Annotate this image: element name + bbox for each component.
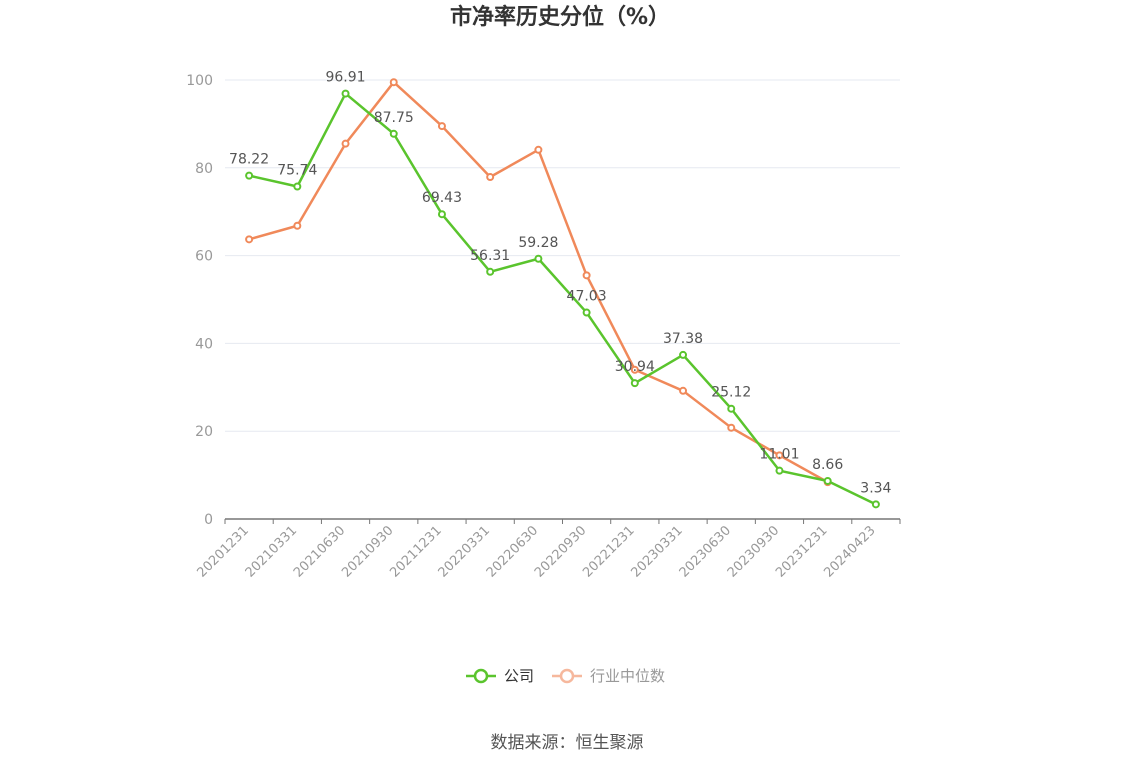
data-label: 30.94	[615, 359, 655, 375]
series-point-1[interactable]	[534, 145, 543, 154]
series-point-0[interactable]	[437, 210, 446, 219]
legend-marker	[473, 668, 489, 684]
x-tick-label: 20230331	[628, 523, 685, 580]
chart-title: 市净率历史分位（%）	[450, 4, 670, 30]
series-point-1[interactable]	[775, 451, 784, 460]
legend[interactable]: 公司 行业中位数	[466, 667, 665, 685]
series-point-1[interactable]	[389, 78, 398, 87]
data-label: 87.75	[374, 110, 414, 126]
series-point-1[interactable]	[341, 139, 350, 148]
y-tick-label: 40	[195, 336, 213, 352]
legend-marker	[559, 668, 575, 684]
x-tick-label: 20221231	[580, 523, 637, 580]
series-point-0[interactable]	[245, 171, 254, 180]
data-label: 96.91	[325, 70, 365, 86]
x-tick-label: 20201231	[195, 523, 252, 580]
series-point-1[interactable]	[630, 365, 639, 374]
x-tick-label: 20210331	[243, 523, 300, 580]
series-point-1[interactable]	[727, 423, 736, 432]
y-tick-label: 80	[195, 161, 213, 177]
data-label: 3.34	[860, 480, 891, 496]
y-tick-label: 0	[204, 512, 213, 528]
series-point-0[interactable]	[871, 500, 880, 509]
data-label: 59.28	[518, 235, 558, 251]
y-tick-label: 60	[195, 249, 213, 265]
data-label: 11.01	[759, 447, 799, 463]
series-point-0[interactable]	[679, 350, 688, 359]
data-label: 69.43	[422, 190, 462, 206]
data-label: 78.22	[229, 152, 269, 168]
series-point-0[interactable]	[823, 476, 832, 485]
series-point-0[interactable]	[341, 89, 350, 98]
series-point-0[interactable]	[389, 129, 398, 138]
data-label: 47.03	[567, 289, 607, 305]
x-tick-label: 20210630	[291, 523, 348, 580]
legend-item-1[interactable]: 行业中位数	[552, 667, 665, 685]
data-label: 37.38	[663, 331, 703, 347]
series-layer	[245, 78, 880, 509]
axes: 0204060801002020123120210331202106302021…	[186, 73, 901, 581]
series-point-1[interactable]	[679, 386, 688, 395]
series-point-1[interactable]	[437, 122, 446, 131]
x-tick-label: 20240423	[821, 523, 878, 580]
data-label: 75.74	[277, 163, 317, 179]
series-point-0[interactable]	[486, 267, 495, 276]
x-tick-label: 20220930	[532, 523, 589, 580]
x-tick-label: 20211231	[387, 523, 444, 580]
legend-item-0[interactable]: 公司	[466, 667, 534, 685]
series-point-1[interactable]	[245, 235, 254, 244]
series-point-0[interactable]	[630, 379, 639, 388]
x-tick-label: 20220630	[484, 523, 541, 580]
series-point-0[interactable]	[534, 254, 543, 263]
x-tick-label: 20220331	[436, 523, 493, 580]
legend-label: 行业中位数	[590, 667, 665, 685]
data-label: 25.12	[711, 385, 751, 401]
series-line-0	[248, 92, 877, 506]
series-point-1[interactable]	[582, 271, 591, 280]
series-point-0[interactable]	[775, 466, 784, 475]
x-tick-label: 20230930	[725, 523, 782, 580]
grid	[225, 79, 900, 432]
series-point-0[interactable]	[727, 404, 736, 413]
data-labels: 78.22 75.74 96.91 87.75 69.43 56.31 59.28 47.03…	[229, 70, 892, 497]
x-tick-label: 20230630	[677, 523, 734, 580]
legend-label: 公司	[504, 667, 534, 685]
series-point-1[interactable]	[486, 173, 495, 182]
series-point-0[interactable]	[293, 182, 302, 191]
series-point-1[interactable]	[293, 221, 302, 230]
x-tick-label: 20231231	[773, 523, 830, 580]
x-tick-label: 20210930	[339, 523, 396, 580]
y-tick-label: 100	[186, 73, 213, 89]
data-label: 8.66	[812, 457, 843, 473]
series-point-0[interactable]	[582, 308, 591, 317]
source-note: 数据来源：恒生聚源	[491, 733, 644, 753]
y-tick-label: 20	[195, 424, 213, 440]
data-label: 56.31	[470, 248, 510, 264]
